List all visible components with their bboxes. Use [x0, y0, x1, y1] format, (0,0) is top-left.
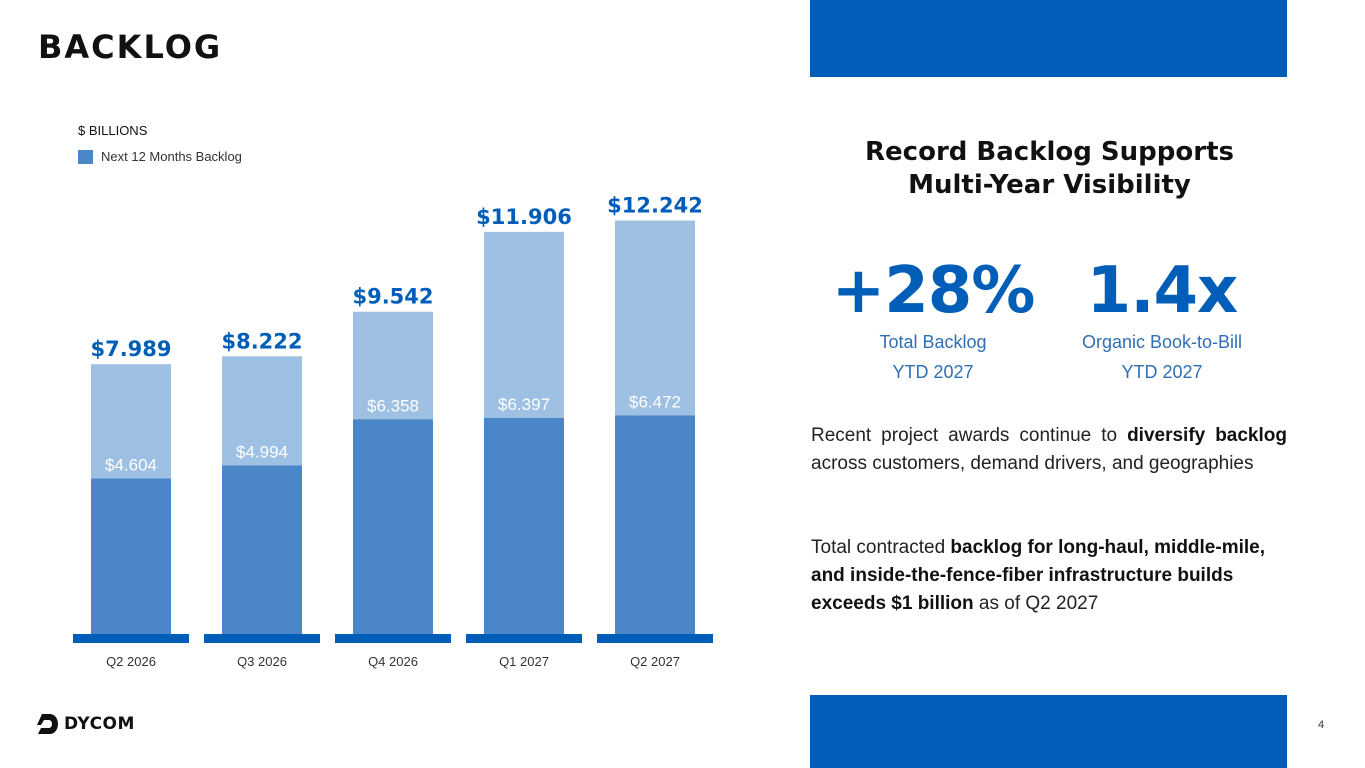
- page-number: 4: [1318, 719, 1325, 731]
- bar-segment-next-12-months: [484, 417, 564, 634]
- bar-inner-label: $6.358: [367, 396, 419, 415]
- backlog-bar-chart: $4.604 $7.989 Q2 2026 $4.994 $8.222 Q3 2026 $6…: [73, 194, 713, 669]
- kpi-label: Total Backlog: [879, 332, 987, 352]
- kpi-value: 1.4x: [1086, 254, 1239, 328]
- bar-base: [335, 634, 451, 643]
- para-bold: backlog for long-haul, middle-mile, and …: [811, 537, 1265, 614]
- bar-base: [466, 634, 582, 643]
- sidebar-heading: Record Backlog Supports Multi-Year Visib…: [812, 136, 1287, 202]
- page-title: BACKLOG: [38, 28, 223, 66]
- sidebar-heading-line1: Record Backlog Supports: [865, 137, 1234, 167]
- para-text: Recent project awards continue to: [811, 425, 1128, 446]
- para-bold: diversify backlog: [1127, 425, 1287, 446]
- bar-total-label: $7.989: [90, 337, 171, 361]
- sidebar-heading-line2: Multi-Year Visibility: [908, 170, 1191, 200]
- bar-total-label: $12.242: [607, 194, 703, 218]
- bar-inner-label: $4.994: [236, 442, 288, 461]
- x-tick-label: Q1 2027: [499, 654, 549, 669]
- kpi-total-backlog: +28% Total Backlog YTD 2027: [828, 255, 1038, 387]
- dycom-logo-icon: [37, 714, 58, 734]
- bottom-accent-block: [810, 695, 1287, 768]
- top-accent-block: [810, 0, 1287, 77]
- units-label: $ BILLIONS: [78, 123, 148, 138]
- legend-label: Next 12 Months Backlog: [101, 149, 242, 164]
- bar-segment-remaining: [353, 311, 433, 420]
- bar-base: [73, 634, 189, 643]
- bar-segment-remaining: [484, 231, 564, 418]
- bar-total-label: $9.542: [352, 285, 433, 309]
- bar-total-label: $8.222: [221, 329, 302, 353]
- bar-inner-label: $6.472: [629, 392, 681, 411]
- kpi-value: +28%: [831, 254, 1036, 328]
- bar-total-label: $11.906: [476, 205, 572, 229]
- x-tick-label: Q4 2026: [368, 654, 418, 669]
- x-tick-label: Q2 2026: [106, 654, 156, 669]
- para-text: as of Q2 2027: [973, 593, 1099, 614]
- bar-segment-next-12-months: [615, 415, 695, 634]
- legend-swatch: [78, 149, 93, 164]
- para-text: Total contracted: [811, 537, 951, 558]
- bar-segment-next-12-months: [353, 419, 433, 634]
- x-tick-label: Q3 2026: [237, 654, 287, 669]
- kpi-period: YTD 2027: [892, 362, 974, 382]
- bar-base: [597, 634, 713, 643]
- bar-base: [204, 634, 320, 643]
- bar-segment-remaining: [222, 356, 302, 466]
- paragraph-fiber: Total contracted backlog for long-haul, …: [811, 534, 1287, 618]
- bar-segment-next-12-months: [222, 465, 302, 634]
- para-text: across customers, demand drivers, and ge…: [811, 453, 1254, 474]
- kpi-label: Organic Book-to-Bill: [1081, 332, 1243, 352]
- bar-segment-next-12-months: [91, 478, 171, 634]
- bar-segment-remaining: [91, 364, 171, 479]
- kpi-period: YTD 2027: [1121, 362, 1203, 382]
- logo-text: DYCOM: [64, 714, 135, 734]
- bar-inner-label: $4.604: [105, 456, 157, 475]
- paragraph-diversify: Recent project awards continue to divers…: [811, 422, 1287, 478]
- dycom-logo: DYCOM: [36, 713, 135, 735]
- x-tick-label: Q2 2027: [630, 654, 680, 669]
- bar-inner-label: $6.397: [498, 395, 550, 414]
- bar-segment-remaining: [615, 220, 695, 416]
- chart-legend: Next 12 Months Backlog: [78, 149, 242, 164]
- kpi-book-to-bill: 1.4x Organic Book-to-Bill YTD 2027: [1052, 255, 1272, 387]
